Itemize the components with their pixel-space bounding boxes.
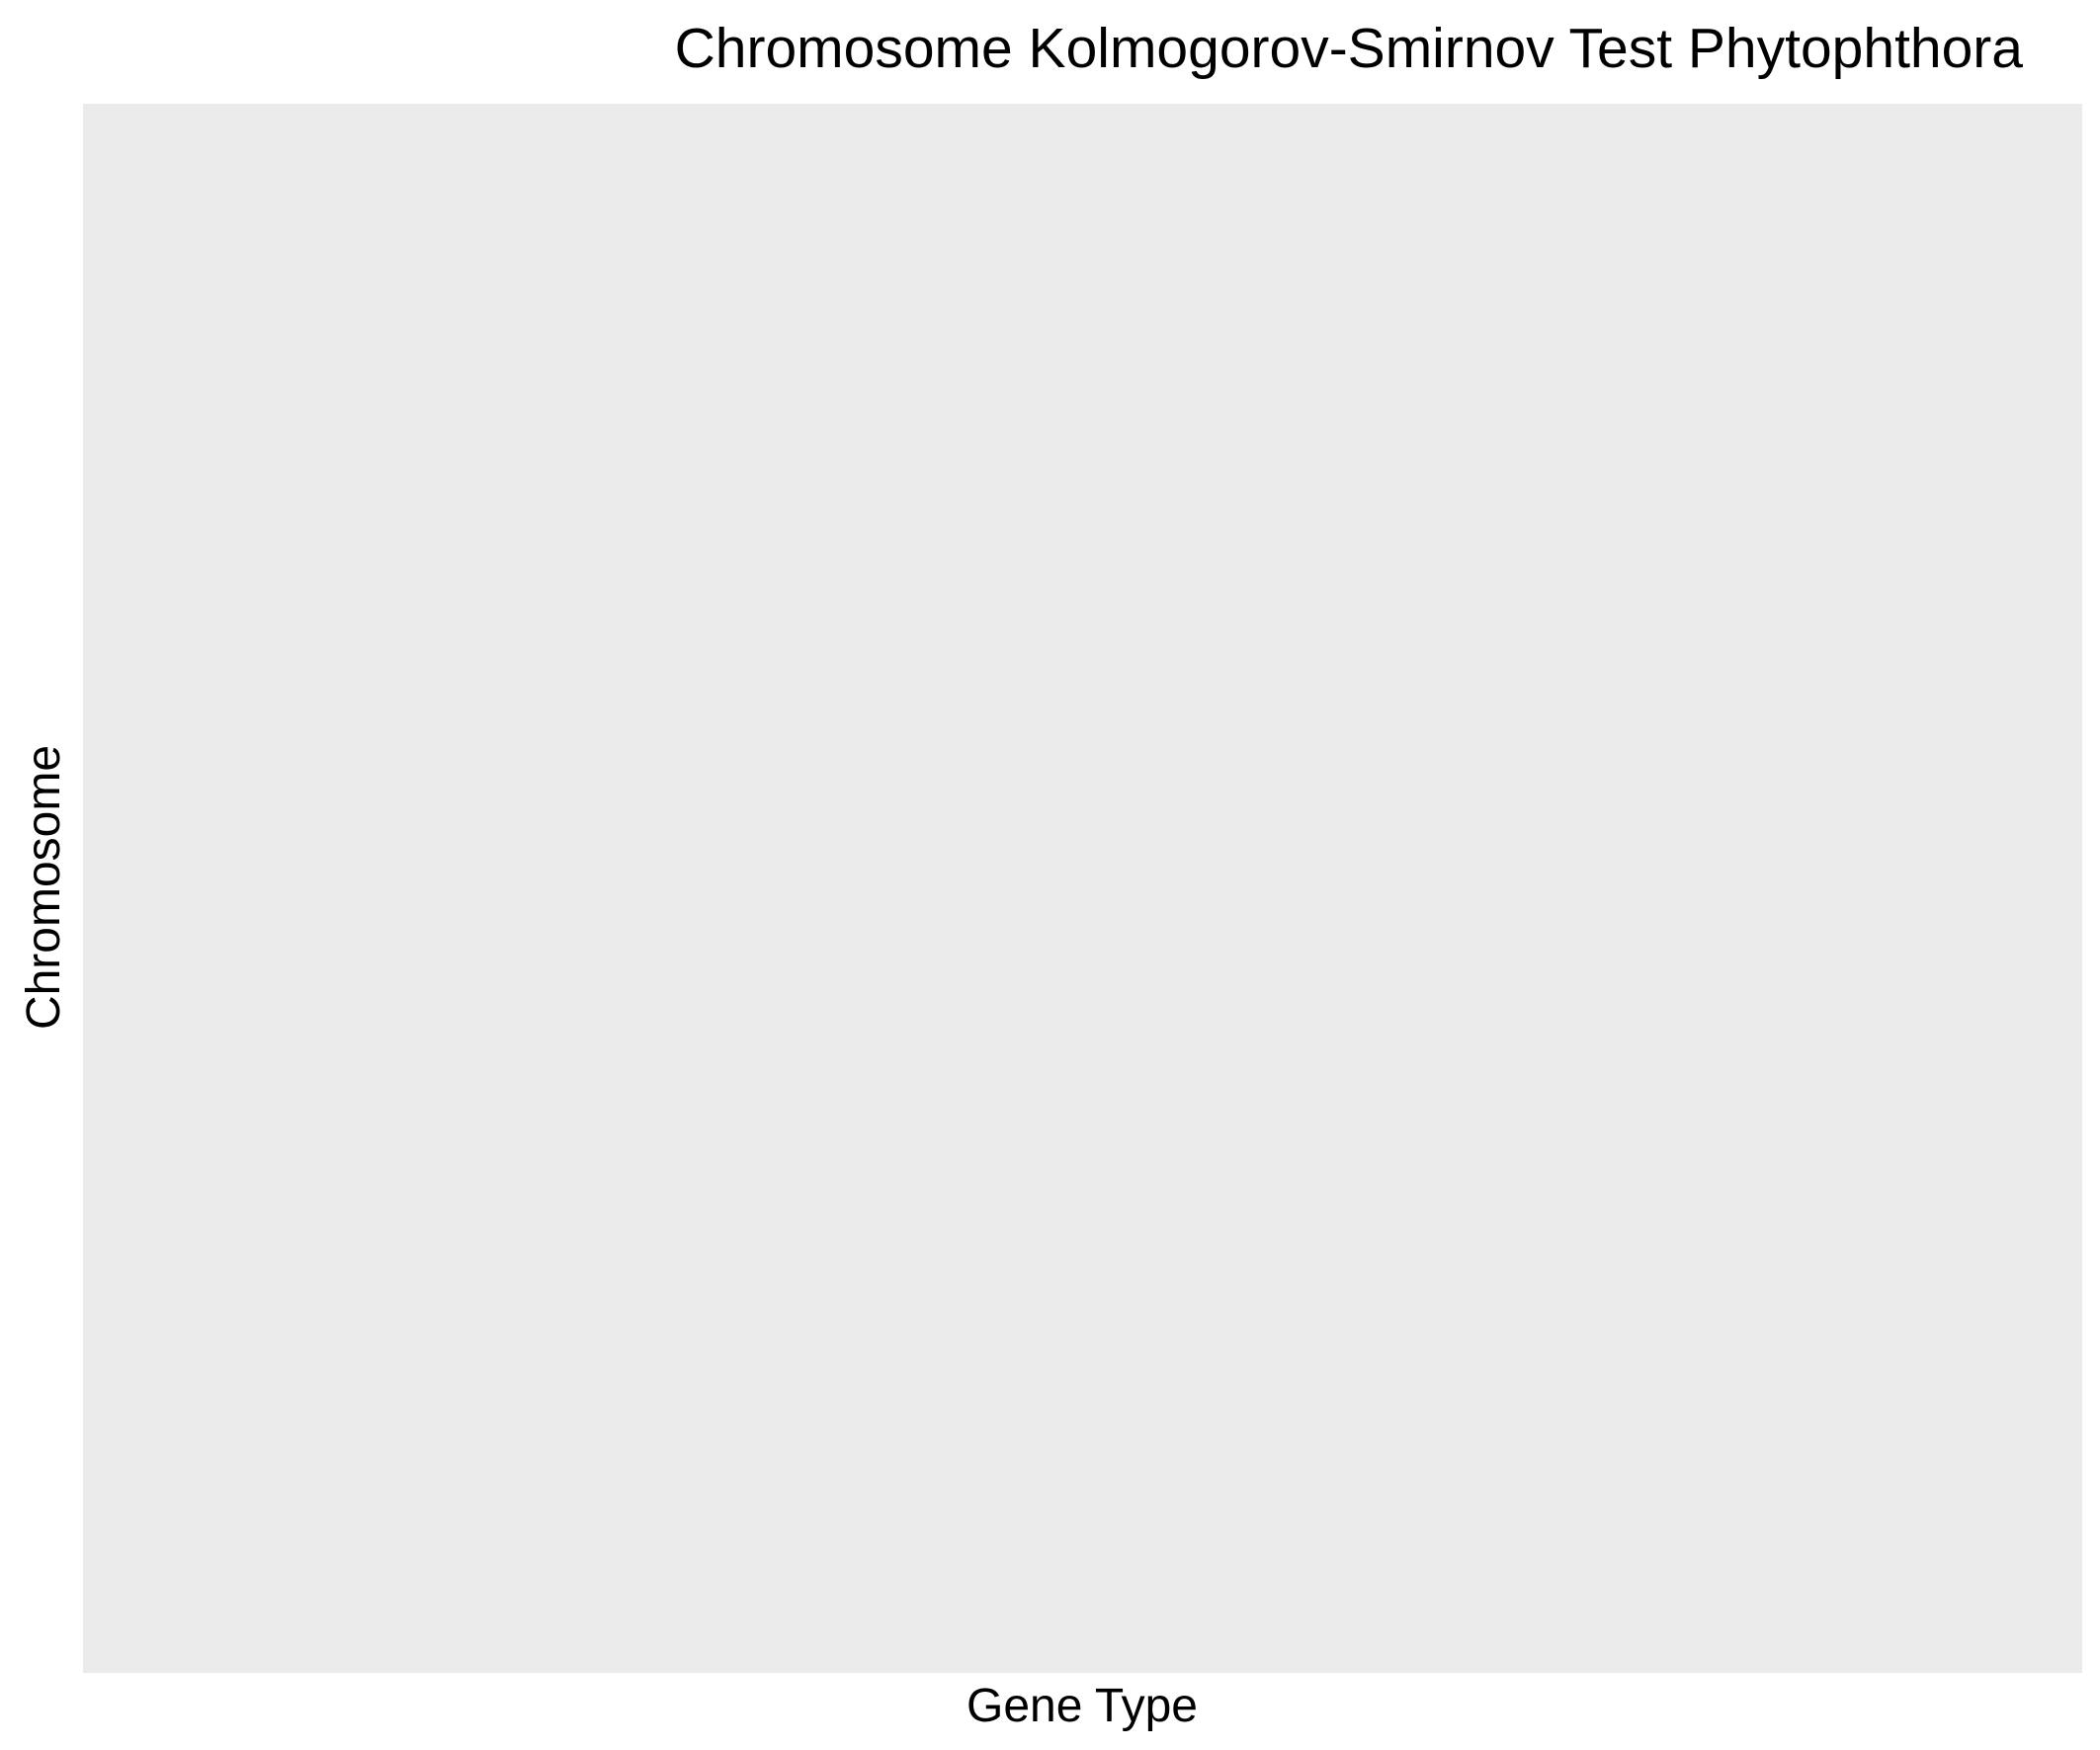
y-axis-label: Chromosome [18,745,70,1030]
plot-panel [83,104,2082,1673]
chart-title: Chromosome Kolmogorov-Smirnov Test Phyto… [675,17,2024,80]
x-axis-label: Gene Type [966,1680,1198,1732]
